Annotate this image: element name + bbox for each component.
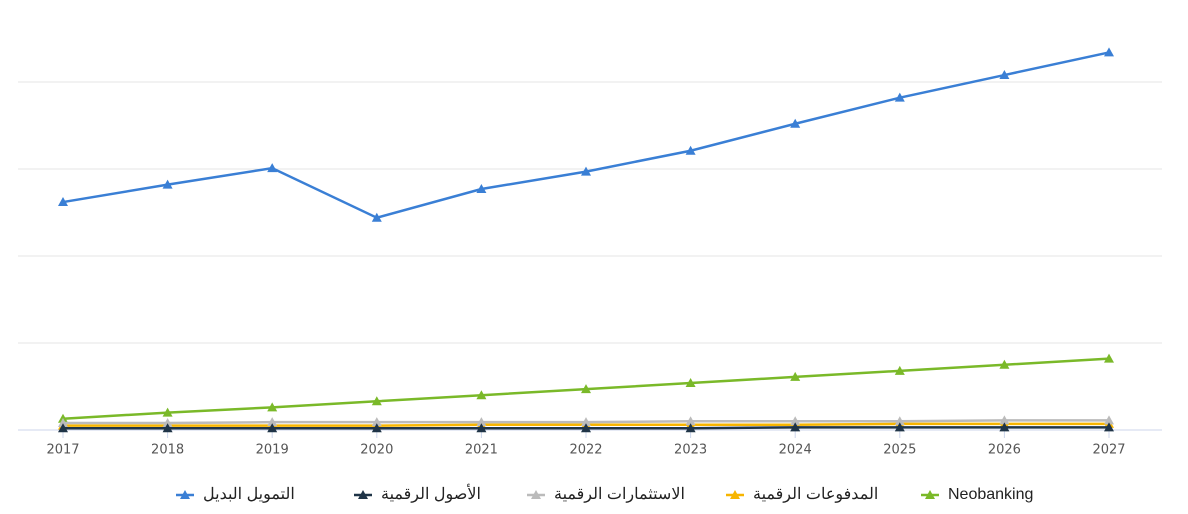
point-marker: [790, 422, 801, 432]
point-marker: [581, 384, 591, 394]
point-marker: [476, 390, 487, 400]
point-marker: [58, 423, 68, 433]
x-tick-label: 2020: [360, 443, 393, 458]
x-tick-label: 2023: [674, 443, 707, 458]
point-marker: [162, 423, 173, 433]
x-tick-label: 2019: [256, 443, 289, 458]
point-marker: [476, 423, 487, 433]
point-marker: [267, 163, 278, 173]
point-marker: [371, 417, 382, 427]
point-marker: [371, 212, 382, 222]
point-marker: [999, 70, 1010, 80]
point-marker: [790, 416, 801, 426]
point-marker: [581, 166, 591, 176]
point-marker: [1104, 422, 1114, 432]
series-line: [62, 51, 1110, 220]
point-marker: [999, 422, 1010, 432]
x-tick-label: 2017: [46, 443, 79, 458]
x-tick-label: 2022: [569, 443, 602, 458]
point-marker: [1104, 415, 1114, 425]
x-tick-label: 2026: [988, 443, 1021, 458]
point-marker: [267, 417, 278, 427]
point-marker: [267, 423, 278, 433]
point-marker: [685, 416, 696, 426]
point-marker: [267, 402, 278, 412]
point-marker: [371, 423, 382, 433]
point-marker: [58, 197, 68, 207]
point-marker: [685, 145, 696, 155]
point-marker: [581, 417, 591, 427]
legend-label: المدفوعات الرقمية: [753, 486, 878, 503]
point-marker: [162, 418, 173, 428]
legend-marker: [358, 490, 368, 499]
point-marker: [476, 184, 487, 194]
legend-marker: [180, 490, 190, 499]
point-marker: [894, 92, 905, 102]
legend-label: الأصول الرقمية: [381, 484, 481, 503]
point-marker: [1104, 353, 1114, 363]
x-tick-label: 2025: [883, 443, 916, 458]
legend-marker: [925, 490, 935, 499]
point-marker: [685, 423, 696, 433]
point-marker: [999, 415, 1010, 425]
legend-label: التمويل البديل: [203, 486, 295, 503]
point-marker: [162, 407, 173, 417]
point-marker: [790, 371, 801, 381]
x-tick-label: 2027: [1092, 443, 1125, 458]
x-tick-label: 2018: [151, 443, 184, 458]
point-marker: [790, 118, 801, 128]
point-marker: [162, 179, 173, 189]
legend-label: الاستثمارات الرقمية: [554, 486, 685, 503]
point-marker: [894, 422, 905, 432]
legend-label: Neobanking: [948, 486, 1033, 503]
point-marker: [894, 365, 905, 375]
point-marker: [371, 396, 382, 406]
x-tick-label: 2024: [779, 443, 812, 458]
point-marker: [1104, 47, 1114, 57]
point-marker: [685, 378, 696, 388]
point-marker: [476, 417, 487, 427]
point-marker: [999, 359, 1010, 369]
x-tick-label: 2021: [465, 443, 498, 458]
legend-marker: [730, 490, 740, 499]
point-marker: [894, 416, 905, 426]
point-marker: [581, 423, 591, 433]
legend-marker: [531, 490, 541, 499]
point-marker: [58, 418, 68, 428]
